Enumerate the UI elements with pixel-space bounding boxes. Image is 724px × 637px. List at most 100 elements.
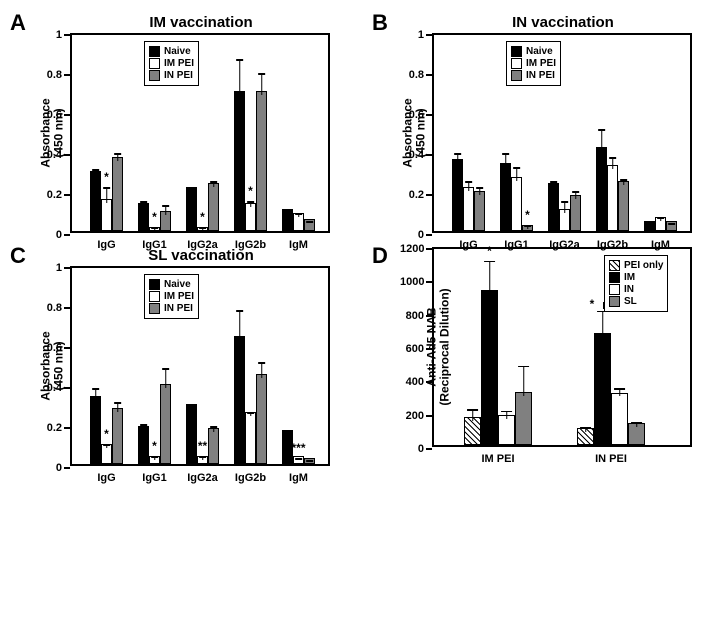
y-tick-label: 1200 <box>400 243 424 255</box>
y-tick <box>426 348 432 350</box>
bar <box>548 183 559 231</box>
legend-item: IM <box>609 272 663 283</box>
y-tick-label: 0.8 <box>38 69 62 81</box>
legend: NaiveIM PEIIN PEI <box>506 41 561 86</box>
error-cap <box>103 444 111 446</box>
panel-letter: C <box>10 243 26 269</box>
bar <box>138 426 149 464</box>
bar <box>112 408 123 464</box>
bar <box>618 181 629 231</box>
error-bar <box>261 73 263 95</box>
y-tick-label: 1 <box>400 29 424 41</box>
error-cap <box>247 201 255 203</box>
error-cap <box>236 59 244 61</box>
bar <box>481 290 498 445</box>
y-tick <box>64 427 70 429</box>
panel-C: CSL vaccinationAbsorbance(450 nm)00.20.4… <box>10 243 352 466</box>
error-bar <box>564 201 566 213</box>
y-tick-label: 0.6 <box>38 342 62 354</box>
x-tick-label: IgG2b <box>235 472 266 484</box>
error-bar <box>602 311 604 338</box>
error-cap <box>502 153 510 155</box>
error-cap <box>465 181 473 183</box>
bar <box>160 384 171 464</box>
bar <box>474 191 485 231</box>
x-tick-label: IgG2a <box>187 472 218 484</box>
y-tick <box>64 154 70 156</box>
error-cap <box>140 201 148 203</box>
panel-letter: B <box>372 10 388 36</box>
significance-marker: * <box>590 300 595 308</box>
error-cap <box>247 412 255 414</box>
error-cap <box>103 187 111 189</box>
legend-item: SL <box>609 296 663 307</box>
legend-label: IN PEI <box>164 303 193 314</box>
error-cap <box>501 411 513 413</box>
error-cap <box>151 456 159 458</box>
y-tick-label: 0.4 <box>38 149 62 161</box>
error-bar <box>601 129 603 151</box>
legend-label: IM PEI <box>526 58 556 69</box>
legend-item: IN PEI <box>149 303 194 314</box>
y-tick <box>64 74 70 76</box>
error-bar <box>505 153 507 167</box>
chart-area: Absorbance(450 nm)00.20.40.60.81NaiveIM … <box>70 33 352 233</box>
bar <box>101 199 112 231</box>
error-cap <box>561 201 569 203</box>
plot-box: 00.20.40.60.81NaiveIM PEIIN PEIIgG*IgG1I… <box>432 33 692 233</box>
y-tick <box>426 154 432 156</box>
error-cap <box>295 458 303 460</box>
legend-label: IM PEI <box>164 58 194 69</box>
error-cap <box>162 368 170 370</box>
error-bar <box>516 167 518 181</box>
error-cap <box>188 189 196 191</box>
chart-area: Absorbance(450 nm)00.20.40.60.81NaiveIM … <box>432 33 714 233</box>
y-tick <box>64 267 70 269</box>
chart-area: Anti-Ad5 NAB(Reciprocal Dilution)0200400… <box>432 247 714 447</box>
y-tick <box>64 194 70 196</box>
y-tick-label: 0.6 <box>38 109 62 121</box>
error-bar <box>468 181 470 191</box>
y-tick <box>64 387 70 389</box>
significance-marker: * <box>104 173 109 181</box>
y-tick-label: 1000 <box>400 276 424 288</box>
error-cap <box>306 460 314 462</box>
y-tick-label: 0 <box>38 229 62 241</box>
significance-marker: * <box>525 211 530 219</box>
y-tick <box>64 114 70 116</box>
bar <box>256 374 267 464</box>
error-cap <box>476 187 484 189</box>
panel-letter: A <box>10 10 26 36</box>
bar <box>452 159 463 231</box>
bar <box>515 392 532 445</box>
y-tick <box>426 114 432 116</box>
bar <box>596 147 607 231</box>
bar <box>611 393 628 446</box>
plot-box: 020040060080010001200PEI onlyIMINSL*IM P… <box>432 247 692 447</box>
error-cap <box>210 181 218 183</box>
legend: NaiveIM PEIIN PEI <box>144 274 199 319</box>
error-cap <box>550 181 558 183</box>
error-cap <box>284 432 292 434</box>
bar <box>498 415 515 445</box>
y-tick <box>64 307 70 309</box>
y-tick-label: 0.2 <box>400 189 424 201</box>
bar <box>594 333 611 445</box>
y-tick-label: 0.4 <box>400 149 424 161</box>
y-tick <box>64 467 70 469</box>
error-cap <box>668 223 676 225</box>
error-cap <box>484 261 496 263</box>
error-cap <box>620 179 628 181</box>
legend-label: Naive <box>164 279 191 290</box>
significance-marker: * <box>487 247 492 255</box>
chart-area: Absorbance(450 nm)00.20.40.60.81NaiveIM … <box>70 266 352 466</box>
panel-letter: D <box>372 243 388 269</box>
y-tick-label: 0.4 <box>38 382 62 394</box>
y-tick <box>426 194 432 196</box>
legend-item: Naive <box>511 46 556 57</box>
error-cap <box>513 167 521 169</box>
legend-label: IM PEI <box>164 291 194 302</box>
legend-item: IN <box>609 284 663 295</box>
error-cap <box>609 157 617 159</box>
y-tick-label: 200 <box>400 410 424 422</box>
